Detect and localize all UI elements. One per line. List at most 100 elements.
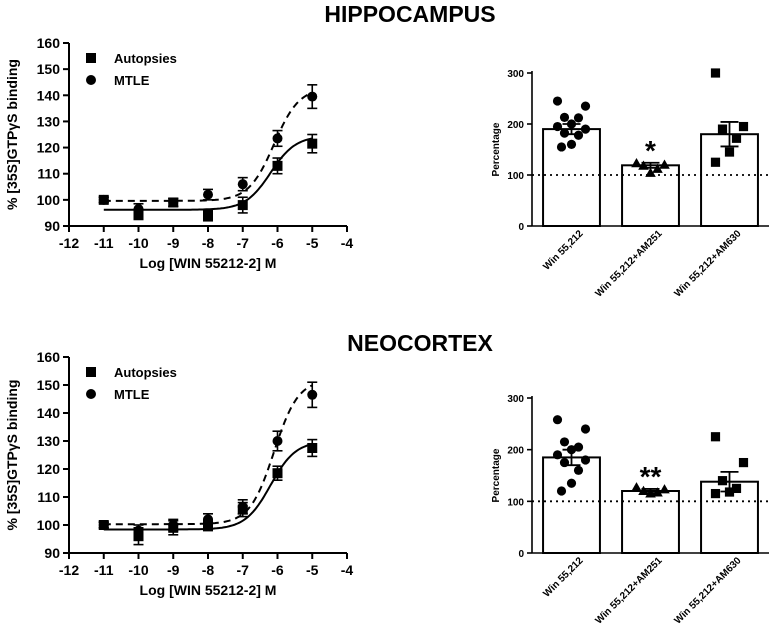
neocortex-dose-y-tick-label: 100	[37, 517, 61, 533]
hippocampus-bars-data-point	[724, 147, 735, 157]
neocortex-bars-data-point	[724, 487, 735, 497]
neocortex-bars-data-point	[738, 457, 749, 468]
neocortex-bars-y-tick-label: 0	[518, 549, 524, 560]
hippocampus-dose-x-tick-label: -10	[128, 235, 148, 251]
hippocampus-bars-data-point	[659, 159, 670, 169]
hippocampus-dose-legend-label: Autopsies	[114, 51, 177, 66]
neocortex-dose-point-circle	[98, 520, 109, 530]
neocortex-dose-y-tick-label: 140	[37, 405, 61, 421]
neocortex-dose-y-tick-label: 160	[37, 349, 61, 365]
neocortex-bars-data-point	[566, 445, 577, 455]
neocortex-dose-y-tick-label: 110	[37, 489, 60, 505]
neocortex-bars-bar	[542, 456, 601, 554]
hippocampus-dose-point-circle	[168, 197, 179, 208]
hippocampus-bars-data-point	[556, 142, 567, 152]
hippocampus-dose-point-square	[272, 160, 283, 171]
hippocampus-bars-data-point	[552, 96, 563, 106]
hippocampus-bars-data-point	[580, 101, 591, 111]
neocortex-bars-category-label: Win 55,212	[541, 555, 586, 600]
hippocampus-bars-data-point	[717, 124, 728, 134]
neocortex-dose-point-circle	[307, 389, 318, 400]
neocortex-bars-significance-label: **	[640, 461, 662, 492]
hippocampus-bars-y-tick-label: 200	[507, 120, 524, 131]
hippocampus-bars-data-point	[573, 113, 584, 123]
hippocampus-dose-legend-marker-circle	[86, 75, 96, 85]
neocortex-bars-data-point	[556, 486, 567, 496]
hippocampus-dose-point-circle	[272, 133, 283, 144]
neocortex-dose-y-tick-label: 120	[37, 461, 61, 477]
neocortex-bars-data-point	[559, 437, 570, 447]
hippocampus-dose-x-tick-label: -5	[306, 235, 319, 251]
hippocampus-dose-x-tick-label: -9	[167, 235, 180, 251]
neocortex-bars-data-point	[566, 478, 577, 488]
hippocampus-bars-data-point	[580, 124, 591, 134]
hippocampus-dose-point-circle	[307, 91, 318, 102]
neocortex-dose-x-tick-label: -11	[94, 562, 114, 578]
hippocampus-dose-y-tick-label: 130	[37, 113, 61, 129]
hippocampus-bars-data-point	[652, 163, 663, 173]
hippocampus-bars-data-point	[710, 157, 721, 167]
hippocampus-bars-category-label: Win 55,212	[541, 228, 586, 273]
hippocampus-dose-y-tick-label: 100	[37, 192, 61, 208]
neocortex-bar-chart: 0 100 200 300 Percentage Win 55,212 ** Win 55,2…	[491, 394, 769, 627]
hippocampus-dose-y-tick-label: 120	[37, 140, 61, 156]
neocortex-dose-x-tick-label: -5	[306, 562, 319, 578]
neocortex-dose-legend-label: Autopsies	[114, 365, 177, 380]
hippocampus-bars-data-point	[631, 157, 642, 168]
neocortex-dose-legend-marker-square	[86, 367, 96, 377]
neocortex-bars-data-point	[573, 465, 584, 475]
hippocampus-bars-data-point	[573, 130, 584, 140]
hippocampus-dose-point-circle	[203, 189, 213, 200]
neocortex-bars-data-point	[652, 487, 663, 497]
neocortex-bars-data-point	[552, 415, 563, 425]
hippocampus-bars-data-point	[566, 119, 577, 129]
hippocampus-bars-y-tick-label: 0	[518, 222, 524, 233]
neocortex-dose-y-axis-label: % [35S]GTPγS binding	[4, 380, 20, 531]
hippocampus-dose-x-axis-label: Log [WIN 55212-2] M	[140, 255, 277, 271]
neocortex-bars-data-point	[645, 488, 656, 498]
hippocampus-dose-y-tick-label: 160	[37, 35, 61, 51]
neocortex-bars-data-point	[580, 455, 591, 465]
hippocampus-bars-data-point	[731, 133, 742, 143]
neocortex-dose-x-tick-label: -9	[167, 562, 180, 578]
neocortex-bars-data-point	[580, 424, 591, 434]
neocortex-dose-x-tick-label: -10	[128, 562, 148, 578]
hippocampus-bars-category-label: Win 55,212+AM251	[593, 228, 664, 299]
neocortex-dose-x-tick-label: -6	[271, 562, 284, 578]
hippocampus-dose-x-tick-label: -4	[341, 235, 354, 251]
hippocampus-bars-significance-label: *	[645, 135, 656, 166]
hippocampus-dose-legend-marker-square	[86, 53, 96, 63]
hippocampus-bars-y-axis-label: Percentage	[491, 122, 502, 176]
hippocampus-dose-point-square	[203, 210, 213, 221]
neocortex-dose-fit-curve-circle	[103, 384, 313, 526]
neocortex-bars-data-point	[731, 483, 742, 494]
neocortex-dose-x-tick-label: -12	[59, 562, 79, 578]
neocortex-dose-point-square	[272, 468, 283, 479]
hippocampus-dose-point-circle	[133, 204, 144, 215]
hippocampus-bars-data-point	[710, 68, 721, 78]
neocortex-dose-y-tick-label: 130	[37, 433, 61, 449]
neocortex-dose-point-circle	[203, 514, 213, 525]
neocortex-bars-data-point	[573, 442, 584, 452]
neocortex-bars-data-point	[552, 450, 563, 460]
neocortex-bars-data-point	[638, 485, 649, 495]
hippocampus-bars-data-point	[738, 121, 749, 132]
neocortex-dose-point-square	[307, 443, 318, 453]
neocortex-dose-x-axis-label: Log [WIN 55212-2] M	[140, 582, 277, 598]
hippocampus-dose-y-tick-label: 150	[37, 61, 61, 77]
neocortex-dose-point-circle	[133, 525, 144, 536]
neocortex-bars-data-point	[717, 476, 728, 486]
title-neocortex: NEOCORTEX	[347, 330, 493, 356]
hippocampus-bars-data-point	[559, 128, 570, 138]
hippocampus-dose-x-tick-label: -11	[94, 235, 114, 251]
neocortex-dose-y-tick-label: 90	[44, 545, 60, 561]
hippocampus-dose-y-tick-label: 90	[44, 218, 60, 234]
neocortex-bars-data-point	[631, 482, 642, 492]
hippocampus-bars-data-point	[566, 139, 577, 149]
hippocampus-dose-x-tick-label: -12	[59, 235, 79, 251]
hippocampus-bar-chart: 0 100 200 300 Percentage Win 55,212 * Win 55,21…	[491, 68, 769, 300]
neocortex-bars-bar	[621, 490, 680, 554]
neocortex-dose-point-circle	[168, 520, 179, 530]
hippocampus-dose-x-tick-label: -8	[202, 235, 215, 251]
